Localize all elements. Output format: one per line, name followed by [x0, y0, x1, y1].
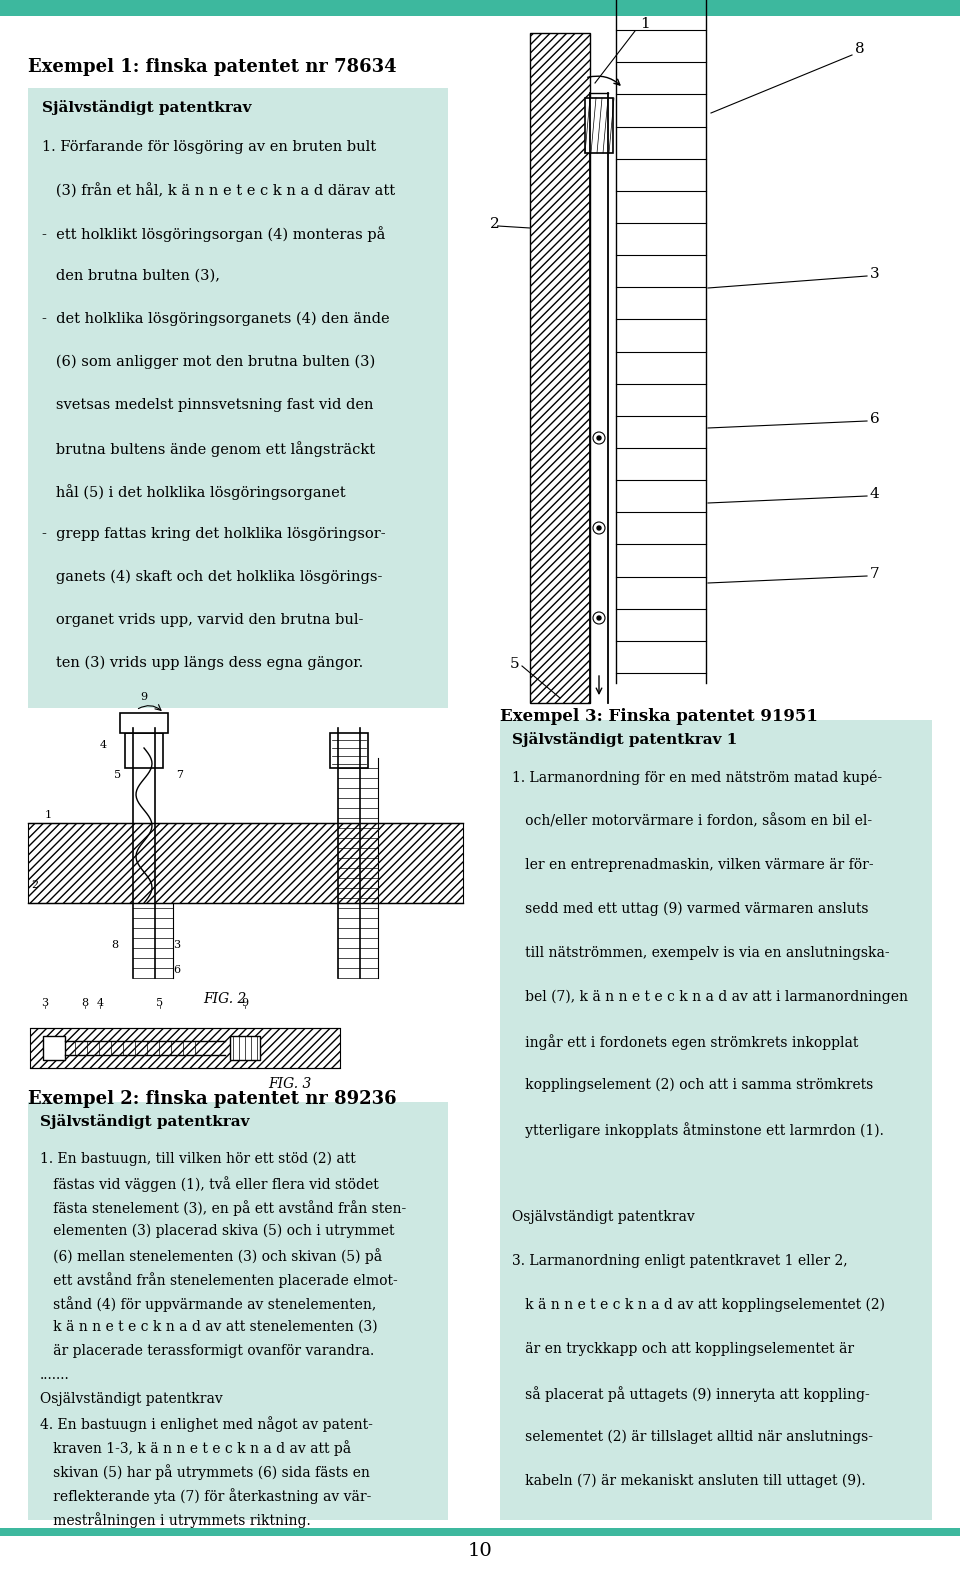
Bar	[28, 88, 448, 709]
Text: .......: .......	[40, 1368, 70, 1382]
Text: 8: 8	[82, 997, 88, 1008]
Text: 6: 6	[870, 412, 879, 426]
Text: 4: 4	[870, 488, 879, 500]
Bar	[28, 824, 463, 903]
Text: kopplingselement (2) och att i samma strömkrets: kopplingselement (2) och att i samma str…	[512, 1078, 874, 1092]
Text: 1: 1	[640, 17, 650, 32]
Bar	[530, 33, 590, 704]
Text: FIG. 2: FIG. 2	[204, 993, 247, 1007]
Text: till nätströmmen, exempelv is via en anslutningska-: till nätströmmen, exempelv is via en ans…	[512, 945, 890, 959]
Text: 4: 4	[100, 740, 107, 750]
Text: 3: 3	[174, 940, 180, 950]
Text: är placerade terassformigt ovanför varandra.: är placerade terassformigt ovanför varan…	[40, 1344, 374, 1359]
Text: k ä n n e t e c k n a d av att stenelementen (3): k ä n n e t e c k n a d av att steneleme…	[40, 1321, 377, 1333]
Bar	[330, 734, 368, 768]
Circle shape	[597, 525, 601, 530]
Text: Exempel 3: Finska patentet 91951: Exempel 3: Finska patentet 91951	[500, 709, 818, 724]
Text: skivan (5) har på utrymmets (6) sida fästs en: skivan (5) har på utrymmets (6) sida fäs…	[40, 1464, 370, 1480]
Bar	[0, 0, 960, 16]
Text: fästa stenelement (3), en på ett avstånd från sten-: fästa stenelement (3), en på ett avstånd…	[40, 1199, 406, 1217]
Text: -  grepp fattas kring det holklika lösgöringsor-: - grepp fattas kring det holklika lösgör…	[42, 527, 386, 541]
Text: och/eller motorvärmare i fordon, såsom en bil el-: och/eller motorvärmare i fordon, såsom e…	[512, 814, 872, 828]
Text: mestrålningen i utrymmets riktning.: mestrålningen i utrymmets riktning.	[40, 1512, 311, 1528]
Text: 5: 5	[156, 997, 163, 1008]
Bar	[120, 713, 168, 734]
Circle shape	[597, 436, 601, 440]
Text: ingår ett i fordonets egen strömkrets inkopplat: ingår ett i fordonets egen strömkrets in…	[512, 1034, 858, 1049]
Bar	[28, 1101, 448, 1520]
Text: 8: 8	[855, 43, 865, 55]
Text: 1. En bastuugn, till vilken hör ett stöd (2) att: 1. En bastuugn, till vilken hör ett stöd…	[40, 1152, 356, 1166]
Text: 1. Larmanordning för en med nätström matad kupé-: 1. Larmanordning för en med nätström mat…	[512, 770, 882, 784]
Text: kabeln (7) är mekaniskt ansluten till uttaget (9).: kabeln (7) är mekaniskt ansluten till ut…	[512, 1474, 866, 1488]
Text: fästas vid väggen (1), två eller flera vid stödet: fästas vid väggen (1), två eller flera v…	[40, 1176, 379, 1191]
Text: Självständigt patentkrav: Självständigt patentkrav	[40, 1114, 250, 1128]
Text: (6) som anligger mot den brutna bulten (3): (6) som anligger mot den brutna bulten (…	[42, 355, 375, 369]
Text: 7: 7	[177, 770, 183, 780]
Bar	[125, 734, 163, 768]
Text: 8: 8	[111, 940, 119, 950]
Text: Exempel 1: finska patentet nr 78634: Exempel 1: finska patentet nr 78634	[28, 58, 396, 76]
Bar	[30, 1027, 340, 1068]
Text: Självständigt patentkrav: Självständigt patentkrav	[42, 99, 252, 115]
Text: -  ett holklikt lösgöringsorgan (4) monteras på: - ett holklikt lösgöringsorgan (4) monte…	[42, 226, 385, 241]
Text: reflekterande yta (7) för återkastning av vär-: reflekterande yta (7) för återkastning a…	[40, 1488, 372, 1504]
Text: brutna bultens ände genom ett långsträckt: brutna bultens ände genom ett långsträck…	[42, 440, 375, 458]
Text: ytterligare inkopplats åtminstone ett larmrdon (1).: ytterligare inkopplats åtminstone ett la…	[512, 1122, 884, 1138]
Text: FIG. 3: FIG. 3	[268, 1078, 312, 1090]
Text: elementen (3) placerad skiva (5) och i utrymmet: elementen (3) placerad skiva (5) och i u…	[40, 1225, 395, 1239]
Text: ler en entreprenadmaskin, vilken värmare är för-: ler en entreprenadmaskin, vilken värmare…	[512, 858, 874, 873]
Text: 9: 9	[140, 693, 148, 702]
Text: stånd (4) för uppvärmande av stenelementen,: stånd (4) för uppvärmande av stenelement…	[40, 1296, 376, 1311]
Text: är en tryckkapp och att kopplingselementet är: är en tryckkapp och att kopplingselement…	[512, 1341, 854, 1356]
Text: svetsas medelst pinnsvetsning fast vid den: svetsas medelst pinnsvetsning fast vid d…	[42, 398, 373, 412]
Text: Självständigt patentkrav 1: Självständigt patentkrav 1	[512, 732, 737, 746]
Text: 3. Larmanordning enligt patentkravet 1 eller 2,: 3. Larmanordning enligt patentkravet 1 e…	[512, 1255, 848, 1269]
Text: ganets (4) skaft och det holklika lösgörings-: ganets (4) skaft och det holklika lösgör…	[42, 570, 382, 584]
Bar	[230, 1037, 260, 1060]
Text: -  det holklika lösgöringsorganets (4) den ände: - det holklika lösgöringsorganets (4) de…	[42, 312, 390, 327]
Bar	[585, 98, 613, 153]
Text: Osjälvständigt patentkrav: Osjälvständigt patentkrav	[512, 1210, 695, 1225]
Circle shape	[597, 615, 601, 620]
Text: Osjälvständigt patentkrav: Osjälvständigt patentkrav	[40, 1392, 223, 1406]
Text: 6: 6	[174, 966, 180, 975]
Text: hål (5) i det holklika lösgöringsorganet: hål (5) i det holklika lösgöringsorganet	[42, 484, 346, 500]
Text: 9: 9	[241, 997, 249, 1008]
Text: Exempel 2: finska patentet nr 89236: Exempel 2: finska patentet nr 89236	[28, 1090, 396, 1108]
Text: 3: 3	[41, 997, 49, 1008]
Text: selementet (2) är tillslaget alltid när anslutnings-: selementet (2) är tillslaget alltid när …	[512, 1430, 873, 1444]
Text: k ä n n e t e c k n a d av att kopplingselementet (2): k ä n n e t e c k n a d av att kopplings…	[512, 1299, 885, 1313]
Bar	[0, 1528, 960, 1535]
Text: 7: 7	[870, 567, 879, 581]
Text: ett avstånd från stenelementen placerade elmot-: ett avstånd från stenelementen placerade…	[40, 1272, 397, 1288]
Text: 1. Förfarande för lösgöring av en bruten bult: 1. Förfarande för lösgöring av en bruten…	[42, 140, 376, 155]
Text: 10: 10	[468, 1542, 492, 1561]
Text: 5: 5	[114, 770, 122, 780]
Text: 2: 2	[490, 218, 500, 230]
Text: (3) från et hål, k ä n n e t e c k n a d därav att: (3) från et hål, k ä n n e t e c k n a d…	[42, 183, 396, 199]
Text: den brutna bulten (3),: den brutna bulten (3),	[42, 268, 220, 282]
Text: (6) mellan stenelementen (3) och skivan (5) på: (6) mellan stenelementen (3) och skivan …	[40, 1248, 382, 1264]
Text: sedd med ett uttag (9) varmed värmaren ansluts: sedd med ett uttag (9) varmed värmaren a…	[512, 903, 869, 917]
Text: så placerat på uttagets (9) inneryta att koppling-: så placerat på uttagets (9) inneryta att…	[512, 1385, 870, 1401]
Text: 5: 5	[510, 656, 519, 671]
Text: bel (7), k ä n n e t e c k n a d av att i larmanordningen: bel (7), k ä n n e t e c k n a d av att …	[512, 989, 908, 1004]
Text: ten (3) vrids upp längs dess egna gängor.: ten (3) vrids upp längs dess egna gängor…	[42, 656, 363, 671]
Text: kraven 1-3, k ä n n e t e c k n a d av att på: kraven 1-3, k ä n n e t e c k n a d av a…	[40, 1441, 351, 1456]
Bar	[43, 1037, 65, 1060]
Text: 4. En bastuugn i enlighet med något av patent-: 4. En bastuugn i enlighet med något av p…	[40, 1415, 372, 1431]
Text: 1: 1	[44, 810, 52, 821]
Bar	[500, 720, 932, 1520]
Text: 2: 2	[31, 881, 38, 890]
Text: 3: 3	[870, 267, 879, 281]
Text: 4: 4	[96, 997, 104, 1008]
Text: organet vrids upp, varvid den brutna bul-: organet vrids upp, varvid den brutna bul…	[42, 612, 364, 626]
